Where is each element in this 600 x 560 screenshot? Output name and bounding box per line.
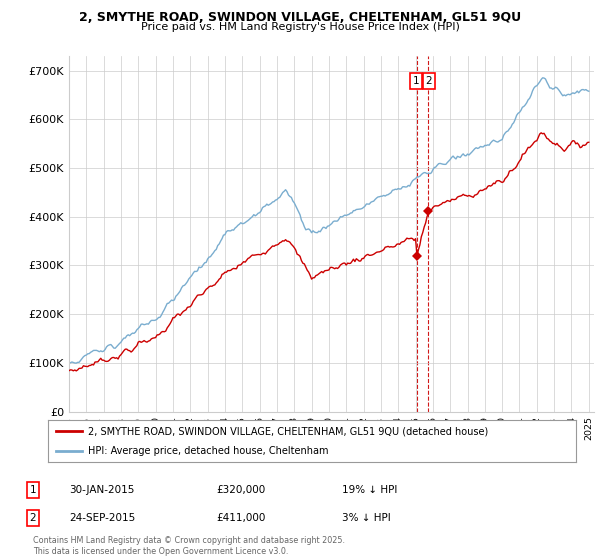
Text: HPI: Average price, detached house, Cheltenham: HPI: Average price, detached house, Chel… — [88, 446, 328, 456]
Text: Contains HM Land Registry data © Crown copyright and database right 2025.
This d: Contains HM Land Registry data © Crown c… — [33, 536, 345, 556]
Text: 2: 2 — [29, 513, 37, 523]
Text: 2: 2 — [426, 76, 433, 86]
Text: 1: 1 — [413, 76, 419, 86]
Text: 19% ↓ HPI: 19% ↓ HPI — [342, 485, 397, 495]
Text: 3% ↓ HPI: 3% ↓ HPI — [342, 513, 391, 523]
Text: 24-SEP-2015: 24-SEP-2015 — [69, 513, 135, 523]
Text: 1: 1 — [29, 485, 37, 495]
Text: 2, SMYTHE ROAD, SWINDON VILLAGE, CHELTENHAM, GL51 9QU (detached house): 2, SMYTHE ROAD, SWINDON VILLAGE, CHELTEN… — [88, 426, 488, 436]
Text: 2, SMYTHE ROAD, SWINDON VILLAGE, CHELTENHAM, GL51 9QU: 2, SMYTHE ROAD, SWINDON VILLAGE, CHELTEN… — [79, 11, 521, 24]
Text: £320,000: £320,000 — [216, 485, 265, 495]
Text: 30-JAN-2015: 30-JAN-2015 — [69, 485, 134, 495]
Text: Price paid vs. HM Land Registry's House Price Index (HPI): Price paid vs. HM Land Registry's House … — [140, 22, 460, 32]
Text: £411,000: £411,000 — [216, 513, 265, 523]
